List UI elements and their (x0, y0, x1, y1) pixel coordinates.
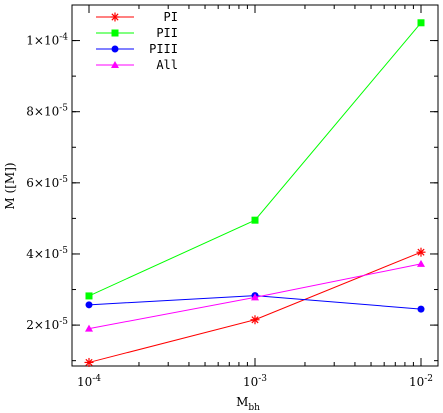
star-stroke (251, 316, 259, 324)
y-tick-label: 8×10-5 (26, 104, 68, 119)
legend-label-pii: PII (156, 26, 178, 40)
data-point-square (85, 292, 93, 300)
legend-label-piii: PIII (149, 42, 178, 56)
y-tick-label: 6×10-5 (26, 175, 68, 190)
y-tick-label: 4×10-5 (26, 246, 68, 261)
x-tick-label: 10-2 (409, 374, 433, 389)
series-line-pi (88, 251, 422, 363)
star-stroke (85, 358, 93, 367)
legend-label-all: All (156, 58, 178, 72)
x-tick-label: 10-3 (243, 374, 267, 389)
data-point-star (250, 315, 260, 325)
y-axis-label: M ([M]) (3, 162, 17, 209)
data-point-triangle (111, 61, 119, 68)
x-axis-label: Mbh (236, 395, 260, 413)
star-stroke (111, 13, 119, 21)
plot-frame (71, 4, 439, 367)
data-point-circle (111, 45, 119, 53)
legend-label-pi: PI (164, 10, 178, 24)
star-stroke (417, 248, 425, 256)
data-point-star (110, 12, 120, 22)
data-point-square (251, 216, 259, 224)
series-line-pii (88, 22, 422, 297)
data-point-triangle (251, 293, 259, 301)
data-point-triangle (85, 324, 93, 332)
data-point-square (417, 19, 425, 27)
data-point-circle (85, 301, 93, 309)
data-point-square (111, 29, 119, 37)
data-point-circle (417, 305, 425, 313)
y-tick-label: 2×10-5 (26, 317, 68, 332)
data-point-star (84, 357, 94, 367)
x-tick-label: 10-4 (77, 374, 101, 389)
data-point-triangle (417, 259, 425, 267)
data-point-star (416, 247, 426, 257)
y-tick-label: 1×10-4 (26, 33, 68, 48)
